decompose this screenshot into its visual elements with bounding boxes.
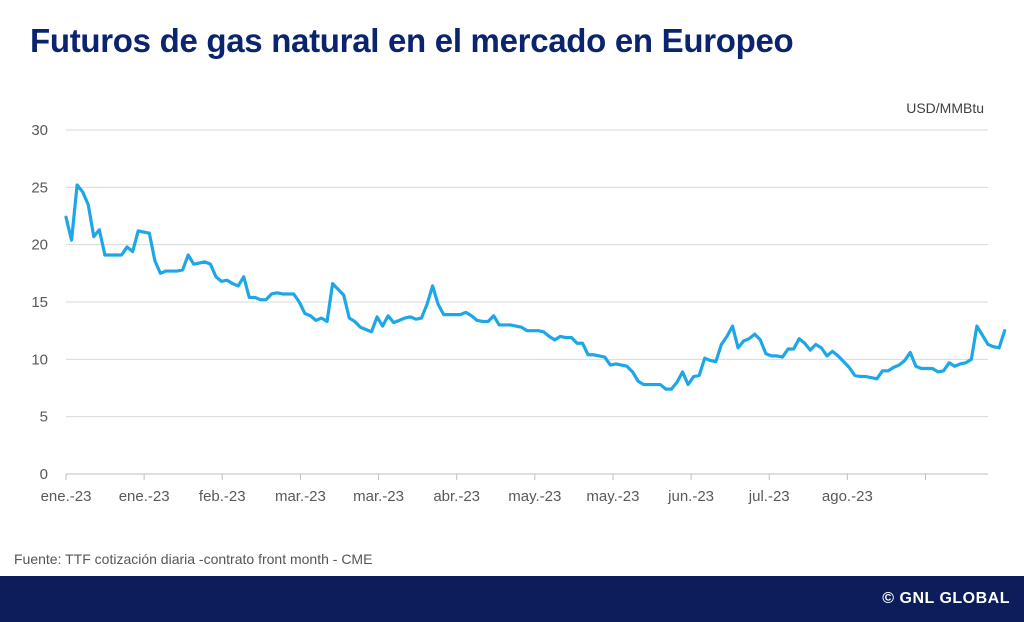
x-axis: ene.-23 ene.-23 feb.-23 mar.-23 mar.-23 abr.-… (41, 473, 988, 505)
x-tick-label: may.-23 (508, 488, 561, 505)
x-tick-label: jul.-23 (748, 488, 790, 505)
x-tick-label: mar.-23 (353, 488, 404, 505)
y-tick-label: 20 (31, 237, 48, 254)
y-axis-ticks: 0 5 10 15 20 25 30 (31, 122, 48, 483)
footer-bar: © GNL GLOBAL (0, 576, 1024, 622)
x-tick-label: mar.-23 (275, 488, 326, 505)
x-tick-label: may.-23 (586, 488, 639, 505)
y-tick-label: 15 (31, 294, 48, 311)
y-tick-label: 5 (40, 409, 48, 426)
y-tick-label: 25 (31, 179, 48, 196)
y-tick-label: 0 (40, 466, 48, 483)
x-tick-label: feb.-23 (199, 488, 246, 505)
x-tick-label: ene.-23 (41, 488, 92, 505)
series-line (64, 183, 1007, 391)
y-tick-label: 10 (31, 351, 48, 368)
x-tick-label: ago.-23 (822, 488, 873, 505)
source-note: Fuente: TTF cotización diaria -contrato … (14, 551, 373, 567)
x-tick-label: ene.-23 (119, 488, 170, 505)
brand-label: © GNL GLOBAL (882, 590, 1010, 607)
series-group (64, 183, 1007, 391)
chart-title: Futuros de gas natural en el mercado en … (30, 22, 794, 59)
y-tick-label: 30 (31, 122, 48, 139)
line-chart: 0 5 10 15 20 25 30 ene.-23 ene.-23 feb.-23 mar.-2… (31, 122, 1007, 505)
gridlines (66, 129, 988, 418)
y-unit-label: USD/MMBtu (906, 100, 984, 116)
x-tick-label: jun.-23 (667, 488, 714, 505)
x-tick-label: abr.-23 (433, 488, 480, 505)
